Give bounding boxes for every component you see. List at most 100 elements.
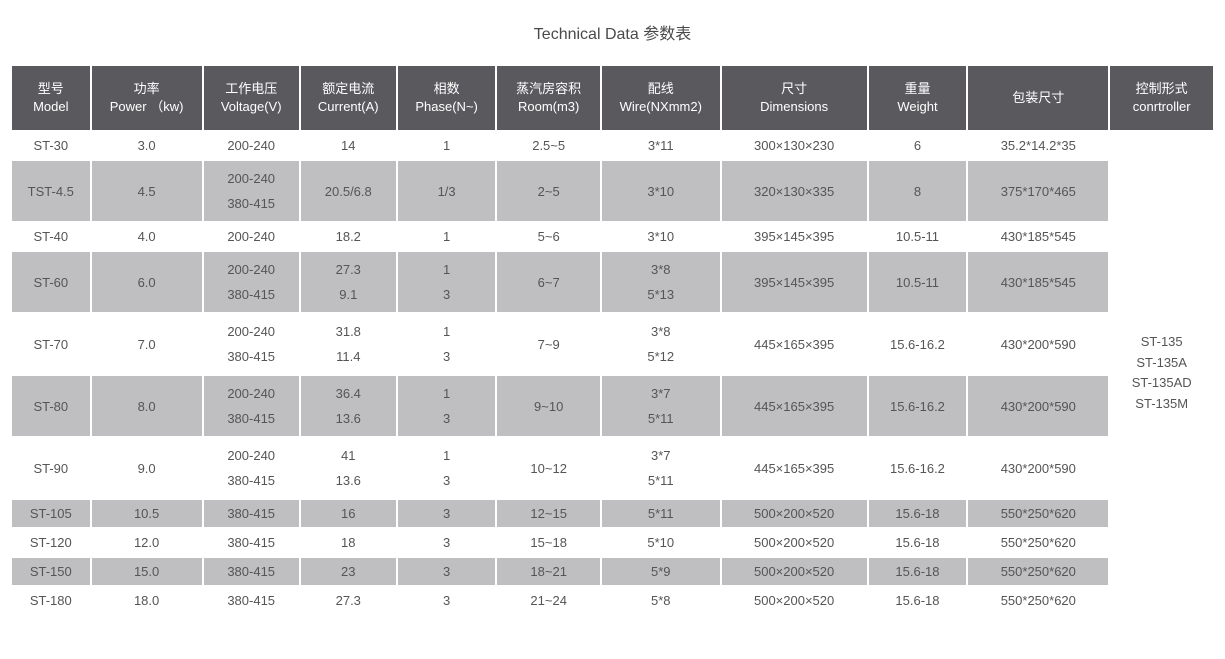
cell: 5*11 [602, 500, 720, 527]
cell: 21~24 [497, 587, 600, 614]
table-row: ST-606.0200-240380-41527.39.1136~73*85*1… [12, 252, 1213, 312]
cell: 12.0 [92, 529, 202, 556]
cell: 3*85*13 [602, 252, 720, 312]
cell: ST-180 [12, 587, 90, 614]
cell: 4.5 [92, 161, 202, 221]
cell: 15.6-18 [869, 529, 967, 556]
cell: 9~10 [497, 376, 600, 436]
cell: 320×130×335 [722, 161, 867, 221]
cell: 3 [398, 587, 496, 614]
cell: 16 [301, 500, 396, 527]
cell: 3 [398, 529, 496, 556]
cell: 200-240380-415 [204, 314, 299, 374]
table-row: ST-18018.0380-41527.3321~245*8500×200×52… [12, 587, 1213, 614]
cell: ST-90 [12, 438, 90, 498]
cell: 5*9 [602, 558, 720, 585]
table-row: ST-808.0200-240380-41536.413.6139~103*75… [12, 376, 1213, 436]
cell: 2.5~5 [497, 132, 600, 159]
spec-table: 型号Model功率Power （kw)工作电压Voltage(V)额定电流Cur… [10, 64, 1215, 616]
cell: ST-105 [12, 500, 90, 527]
cell: ST-80 [12, 376, 90, 436]
col-header-5: 蒸汽房容积Room(m3) [497, 66, 600, 130]
cell: ST-150 [12, 558, 90, 585]
table-row: ST-10510.5380-41516312~155*11500×200×520… [12, 500, 1213, 527]
cell: 31.811.4 [301, 314, 396, 374]
cell: 3*75*11 [602, 376, 720, 436]
table-row: TST-4.54.5200-240380-41520.5/6.81/32~53*… [12, 161, 1213, 221]
col-header-1: 功率Power （kw) [92, 66, 202, 130]
cell: ST-70 [12, 314, 90, 374]
cell: 8 [869, 161, 967, 221]
cell: 20.5/6.8 [301, 161, 396, 221]
col-header-9: 包装尺寸 [968, 66, 1108, 130]
cell: 3*11 [602, 132, 720, 159]
cell: 3*85*12 [602, 314, 720, 374]
cell: 9.0 [92, 438, 202, 498]
table-row: ST-909.0200-240380-4154113.61310~123*75*… [12, 438, 1213, 498]
cell: ST-30 [12, 132, 90, 159]
cell: 7.0 [92, 314, 202, 374]
cell: 7~9 [497, 314, 600, 374]
table-row: ST-303.0200-2401412.5~53*11300×130×23063… [12, 132, 1213, 159]
cell: 6.0 [92, 252, 202, 312]
cell: 27.39.1 [301, 252, 396, 312]
controller-cell: ST-135ST-135AST-135ADST-135M [1110, 132, 1213, 614]
cell: 200-240380-415 [204, 161, 299, 221]
cell: 430*185*545 [968, 223, 1108, 250]
cell: 1/3 [398, 161, 496, 221]
cell: 3 [398, 558, 496, 585]
cell: 430*185*545 [968, 252, 1108, 312]
cell: 18.2 [301, 223, 396, 250]
cell: 200-240380-415 [204, 438, 299, 498]
cell: TST-4.5 [12, 161, 90, 221]
cell: 10.5-11 [869, 223, 967, 250]
cell: 15.0 [92, 558, 202, 585]
cell: 13 [398, 438, 496, 498]
cell: 200-240380-415 [204, 376, 299, 436]
cell: ST-40 [12, 223, 90, 250]
cell: 380-415 [204, 500, 299, 527]
cell: 35.2*14.2*35 [968, 132, 1108, 159]
cell: 200-240 [204, 132, 299, 159]
cell: 380-415 [204, 529, 299, 556]
page-title: Technical Data 参数表 [10, 20, 1215, 44]
cell: 375*170*465 [968, 161, 1108, 221]
cell: 445×165×395 [722, 376, 867, 436]
col-header-2: 工作电压Voltage(V) [204, 66, 299, 130]
cell: 14 [301, 132, 396, 159]
cell: 15.6-16.2 [869, 314, 967, 374]
cell: ST-60 [12, 252, 90, 312]
cell: 5~6 [497, 223, 600, 250]
cell: 6~7 [497, 252, 600, 312]
cell: 15.6-16.2 [869, 376, 967, 436]
col-header-7: 尺寸Dimensions [722, 66, 867, 130]
cell: 4113.6 [301, 438, 396, 498]
cell: 15~18 [497, 529, 600, 556]
cell: 4.0 [92, 223, 202, 250]
table-row: ST-404.0200-24018.215~63*10395×145×39510… [12, 223, 1213, 250]
cell: 15.6-16.2 [869, 438, 967, 498]
cell: 380-415 [204, 587, 299, 614]
cell: 15.6-18 [869, 587, 967, 614]
cell: 3*75*11 [602, 438, 720, 498]
cell: 5*8 [602, 587, 720, 614]
cell: 380-415 [204, 558, 299, 585]
cell: 18.0 [92, 587, 202, 614]
cell: 550*250*620 [968, 500, 1108, 527]
col-header-6: 配线Wire(NXmm2) [602, 66, 720, 130]
cell: 1 [398, 223, 496, 250]
cell: 13 [398, 252, 496, 312]
cell: 430*200*590 [968, 376, 1108, 436]
cell: 550*250*620 [968, 587, 1108, 614]
table-body: ST-303.0200-2401412.5~53*11300×130×23063… [12, 132, 1213, 614]
cell: 3 [398, 500, 496, 527]
table-row: ST-707.0200-240380-41531.811.4137~93*85*… [12, 314, 1213, 374]
cell: 445×165×395 [722, 314, 867, 374]
cell: 18~21 [497, 558, 600, 585]
cell: 550*250*620 [968, 529, 1108, 556]
cell: 13 [398, 314, 496, 374]
table-row: ST-12012.0380-41518315~185*10500×200×520… [12, 529, 1213, 556]
cell: 550*250*620 [968, 558, 1108, 585]
cell: 36.413.6 [301, 376, 396, 436]
cell: 18 [301, 529, 396, 556]
